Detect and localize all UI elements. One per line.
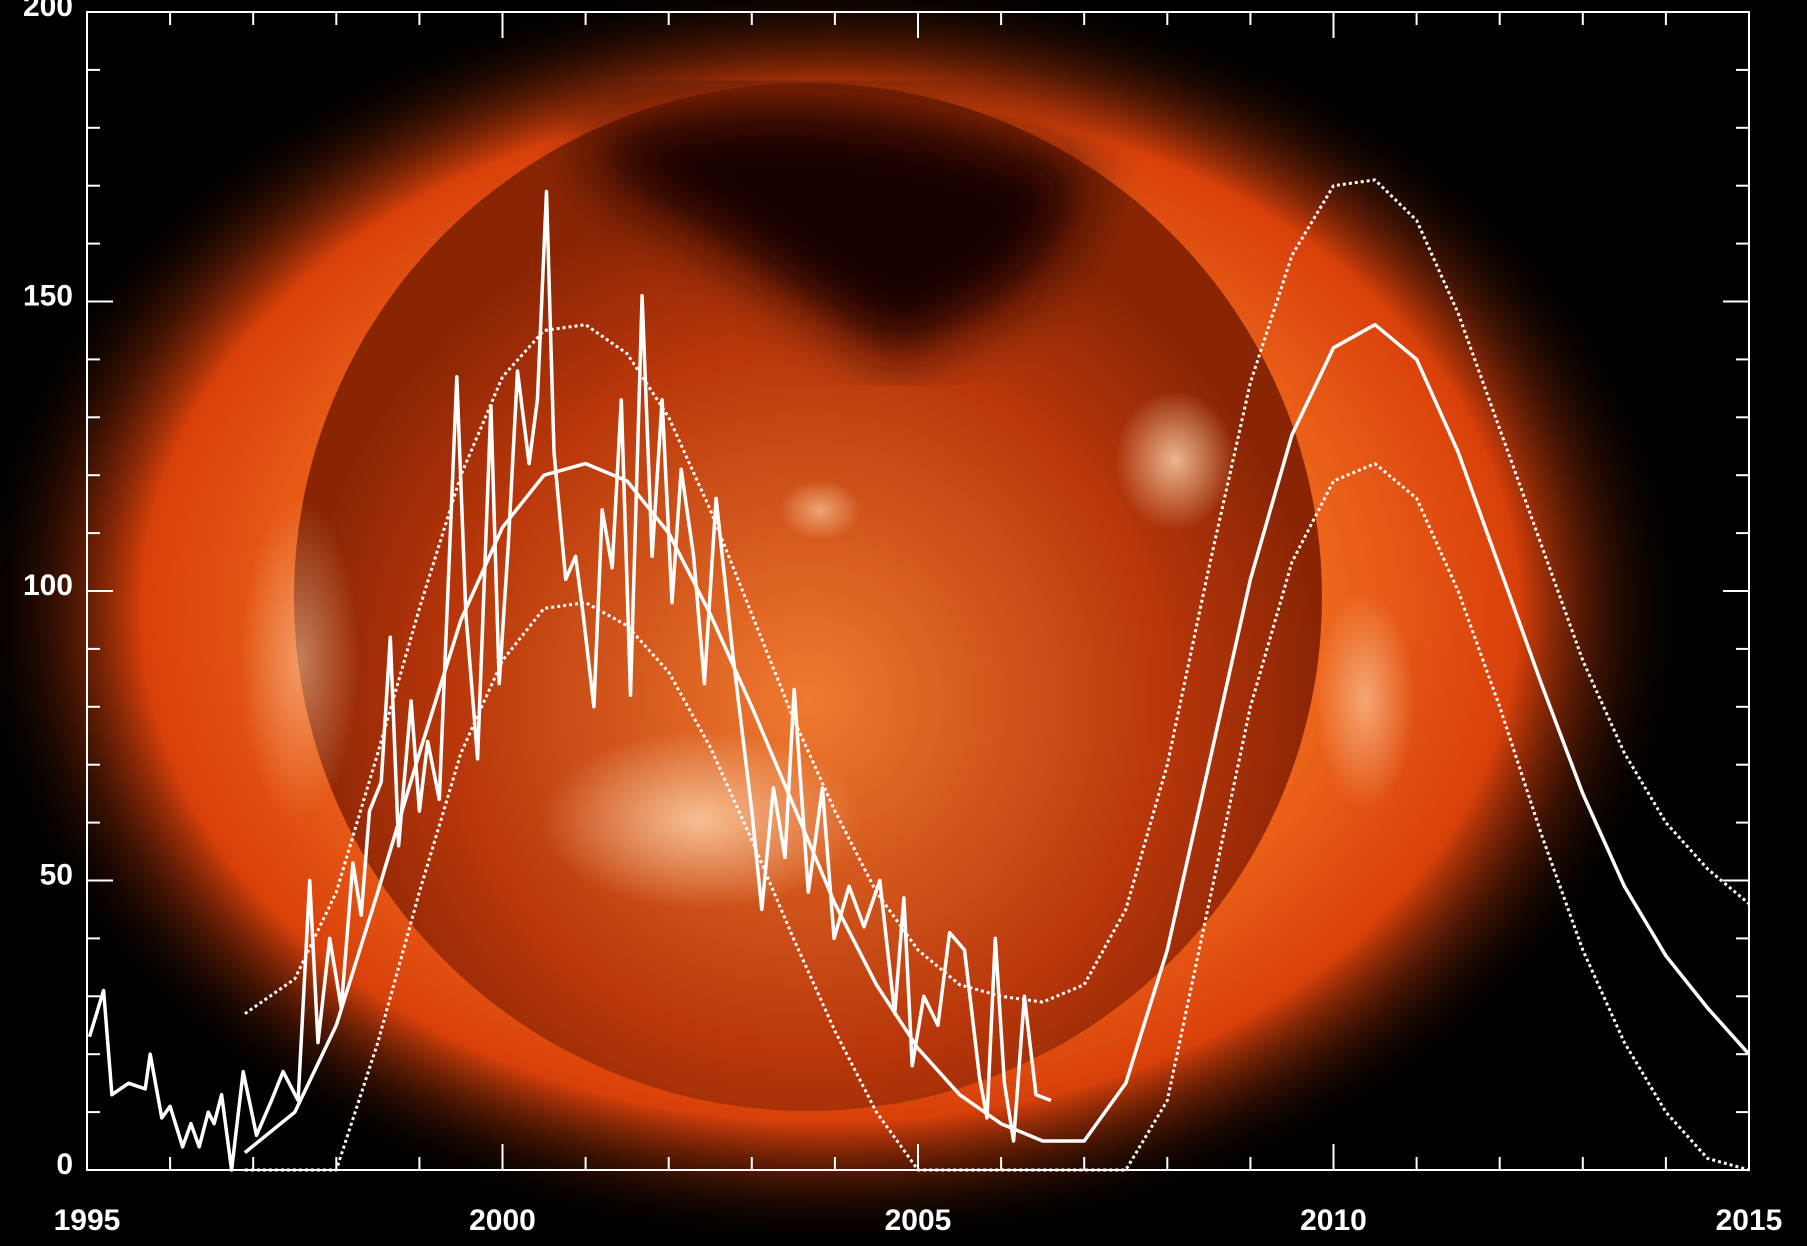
data-line xyxy=(87,189,1052,1172)
y-tick-label: 100 xyxy=(23,569,73,602)
y-tick-label: 200 xyxy=(23,0,73,23)
y-tick-label: 0 xyxy=(56,1148,73,1181)
x-tick-label: 2010 xyxy=(1300,1204,1367,1237)
lines xyxy=(87,178,1751,1172)
y-tick-label: 50 xyxy=(40,858,73,891)
x-tick-label: 2015 xyxy=(1716,1204,1783,1237)
x-tick-label: 1995 xyxy=(54,1204,121,1237)
sun-image xyxy=(0,0,1690,1246)
data-line xyxy=(243,322,1751,1154)
axes: 0 50 100 150 200 1995 2000 2005 2010 2015 xyxy=(23,0,1782,1237)
y-tick-label: 150 xyxy=(23,279,73,312)
bound-line xyxy=(244,178,1750,1015)
x-tick-label: 2005 xyxy=(885,1204,952,1237)
x-tick-label: 2000 xyxy=(469,1204,536,1237)
